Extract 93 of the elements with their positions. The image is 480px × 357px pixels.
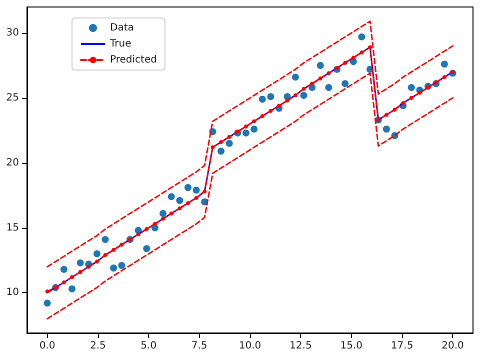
point <box>103 253 108 258</box>
point <box>169 212 174 216</box>
legend-label: Predicted <box>110 54 157 66</box>
point <box>292 74 299 81</box>
point <box>368 45 372 50</box>
point <box>450 70 455 74</box>
point <box>236 130 240 134</box>
point <box>426 86 430 90</box>
point <box>409 96 414 100</box>
point <box>401 101 406 106</box>
x-tick-label: 2.5 <box>90 340 106 352</box>
point <box>76 259 84 266</box>
point <box>168 193 175 200</box>
point <box>318 76 322 80</box>
point <box>250 126 258 133</box>
point <box>392 108 397 112</box>
point <box>110 264 118 272</box>
point <box>244 124 248 128</box>
point <box>418 90 422 95</box>
point <box>143 245 150 252</box>
point <box>192 186 200 194</box>
point <box>68 285 76 292</box>
point <box>160 210 167 218</box>
point <box>267 93 274 100</box>
x-tick-label: 15.0 <box>340 340 362 352</box>
point <box>186 201 190 206</box>
point <box>334 66 339 70</box>
point <box>161 216 166 221</box>
point <box>152 222 157 226</box>
point <box>219 140 224 144</box>
point <box>384 112 388 117</box>
x-tick-label: 0.0 <box>39 340 56 352</box>
point <box>302 86 306 91</box>
legend-label: Data <box>110 22 134 34</box>
point <box>382 126 390 133</box>
point <box>93 250 100 258</box>
point <box>45 289 50 294</box>
point <box>44 300 51 307</box>
point <box>276 104 281 108</box>
y-tick-label: 20 <box>6 157 19 168</box>
point <box>120 242 124 247</box>
point <box>316 62 324 69</box>
point <box>218 148 225 155</box>
point <box>242 129 250 136</box>
point <box>343 60 348 65</box>
point <box>300 92 308 99</box>
point <box>310 82 314 86</box>
point <box>78 270 82 274</box>
point <box>258 96 266 103</box>
point <box>210 145 215 150</box>
point <box>408 84 415 92</box>
x-tick-label: 7.5 <box>191 340 208 352</box>
point <box>194 196 198 200</box>
point <box>326 71 331 76</box>
point <box>202 189 207 194</box>
point <box>86 264 91 269</box>
point <box>227 134 232 139</box>
y-tick-label: 25 <box>6 92 19 104</box>
x-tick-label: 17.5 <box>390 340 414 352</box>
x-tick-label: 5.0 <box>140 340 157 352</box>
point <box>252 119 256 124</box>
point <box>62 280 66 284</box>
point <box>358 33 366 40</box>
x-tick-label: 20.0 <box>442 340 464 352</box>
point <box>434 80 438 84</box>
point <box>351 56 356 60</box>
x-tick-label: 10.0 <box>238 340 262 352</box>
point <box>94 260 99 264</box>
point <box>325 84 332 92</box>
y-tick-label: 10 <box>6 287 19 298</box>
legend-label: True <box>109 38 132 50</box>
point <box>102 236 109 243</box>
point <box>440 60 448 68</box>
point <box>442 75 446 80</box>
point <box>144 227 149 232</box>
point <box>268 108 273 113</box>
point <box>342 80 349 88</box>
y-tick-label: 30 <box>6 27 19 38</box>
point <box>60 266 68 273</box>
point <box>184 184 192 192</box>
point <box>176 197 184 204</box>
point <box>226 140 233 147</box>
y-tick-label: 15 <box>6 222 19 234</box>
x-tick-label: 12.5 <box>290 340 312 352</box>
point <box>70 275 74 280</box>
point <box>285 98 290 103</box>
point <box>260 114 264 118</box>
point <box>293 93 298 98</box>
point <box>118 262 126 269</box>
point <box>112 248 116 252</box>
point <box>136 232 140 236</box>
point <box>360 50 364 54</box>
point <box>178 206 182 210</box>
